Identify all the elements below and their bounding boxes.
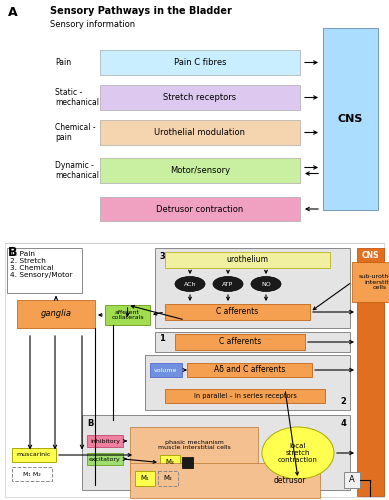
Bar <box>135 471 155 486</box>
Bar <box>357 248 384 496</box>
Bar <box>87 453 123 465</box>
Text: M₂: M₂ <box>163 476 172 482</box>
Bar <box>100 50 300 75</box>
Bar <box>82 415 350 490</box>
Text: 1. Pain
2. Stretch
3. Chemical
4. Sensory/Motor: 1. Pain 2. Stretch 3. Chemical 4. Sensor… <box>10 251 72 278</box>
Bar <box>17 300 95 328</box>
Bar <box>130 427 258 475</box>
Ellipse shape <box>251 276 281 291</box>
Text: Sensory Pathways in the Bladder: Sensory Pathways in the Bladder <box>50 6 232 16</box>
Text: Pain: Pain <box>55 58 71 67</box>
Text: A: A <box>349 476 355 484</box>
Bar <box>187 363 312 377</box>
Bar <box>7 248 82 293</box>
Text: volume: volume <box>154 368 178 372</box>
Text: detrusor: detrusor <box>274 476 306 485</box>
Text: Pain C fibres: Pain C fibres <box>174 58 226 67</box>
Text: urothelium: urothelium <box>226 256 268 264</box>
Text: in parallel – in series receptors: in parallel – in series receptors <box>194 393 296 399</box>
Text: M₁: M₁ <box>141 476 149 482</box>
Bar <box>130 463 320 498</box>
Bar <box>87 435 123 447</box>
Text: inhibitory: inhibitory <box>90 438 120 444</box>
Bar <box>155 332 350 352</box>
Text: Sensory information: Sensory information <box>50 20 135 29</box>
Text: Chemical -
pain: Chemical - pain <box>55 123 96 142</box>
Text: excitatory: excitatory <box>89 456 121 462</box>
Text: afferent
collaterals: afferent collaterals <box>111 310 144 320</box>
Bar <box>100 85 300 110</box>
Bar <box>5 243 384 497</box>
Bar <box>323 28 378 210</box>
Bar <box>344 472 360 488</box>
Text: ATP: ATP <box>223 282 234 286</box>
Text: 2: 2 <box>340 397 346 406</box>
Text: M₃: M₃ <box>166 460 174 466</box>
Text: ACh: ACh <box>184 282 196 286</box>
Text: 4: 4 <box>340 419 346 428</box>
Text: B: B <box>87 419 93 428</box>
Text: local
stretch
contraction: local stretch contraction <box>278 443 318 463</box>
Text: 1: 1 <box>159 334 165 343</box>
Text: phasic mechanism
muscle interstitial cells: phasic mechanism muscle interstitial cel… <box>158 440 230 450</box>
Text: Detrusor contraction: Detrusor contraction <box>156 204 244 214</box>
Text: A: A <box>8 6 18 19</box>
Bar <box>100 197 300 221</box>
Bar <box>150 363 182 377</box>
Bar <box>165 389 325 403</box>
Ellipse shape <box>175 276 205 291</box>
Bar <box>158 471 178 486</box>
Bar <box>100 120 300 145</box>
Text: Urothelial modulation: Urothelial modulation <box>154 128 245 137</box>
Bar <box>12 448 56 462</box>
Bar <box>175 334 305 350</box>
Text: CNS: CNS <box>338 114 363 124</box>
Text: C afferents: C afferents <box>219 338 261 346</box>
Bar <box>160 455 180 470</box>
Text: M₁ M₂: M₁ M₂ <box>23 472 41 476</box>
Text: muscarinic: muscarinic <box>17 452 51 458</box>
Bar <box>145 355 350 410</box>
Text: ganglia: ganglia <box>40 310 72 318</box>
Bar <box>12 467 52 481</box>
Ellipse shape <box>213 276 243 291</box>
Text: B: B <box>8 246 18 259</box>
Bar <box>105 305 150 325</box>
Bar <box>182 457 193 468</box>
Bar <box>100 158 300 183</box>
Text: CNS: CNS <box>362 252 379 260</box>
Bar <box>165 252 330 268</box>
Text: Motor/sensory: Motor/sensory <box>170 166 230 175</box>
Text: sub-urothelial
interstitial
cells: sub-urothelial interstitial cells <box>358 274 389 290</box>
Text: C afferents: C afferents <box>216 308 259 316</box>
Ellipse shape <box>262 427 334 479</box>
Text: NO: NO <box>261 282 271 286</box>
Bar <box>165 304 310 320</box>
Bar <box>352 262 389 302</box>
Text: Stretch receptors: Stretch receptors <box>163 93 237 102</box>
Text: Aδ and C afferents: Aδ and C afferents <box>214 366 285 374</box>
Text: Static -
mechanical: Static - mechanical <box>55 88 99 107</box>
Bar <box>155 248 350 328</box>
Text: Dynamic -
mechanical: Dynamic - mechanical <box>55 161 99 180</box>
Text: 3: 3 <box>159 252 165 261</box>
